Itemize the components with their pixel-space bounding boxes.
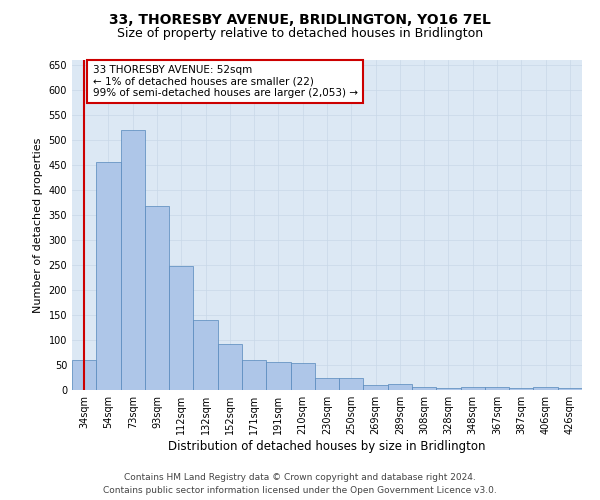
Bar [485,387,509,390]
Y-axis label: Number of detached properties: Number of detached properties [33,138,43,312]
Bar [72,360,96,390]
Text: Contains HM Land Registry data © Crown copyright and database right 2024.
Contai: Contains HM Land Registry data © Crown c… [103,474,497,495]
Text: 33, THORESBY AVENUE, BRIDLINGTON, YO16 7EL: 33, THORESBY AVENUE, BRIDLINGTON, YO16 7… [109,12,491,26]
Bar [218,344,242,390]
Bar [145,206,169,390]
Bar [266,362,290,390]
Bar [96,162,121,390]
Bar [412,386,436,390]
Bar [315,378,339,390]
Bar [461,387,485,390]
Bar [290,362,315,390]
Bar [121,130,145,390]
Bar [242,360,266,390]
Bar [339,378,364,390]
Text: 33 THORESBY AVENUE: 52sqm
← 1% of detached houses are smaller (22)
99% of semi-d: 33 THORESBY AVENUE: 52sqm ← 1% of detach… [92,65,358,98]
Text: Size of property relative to detached houses in Bridlington: Size of property relative to detached ho… [117,28,483,40]
Bar [364,385,388,390]
X-axis label: Distribution of detached houses by size in Bridlington: Distribution of detached houses by size … [168,440,486,453]
Bar [436,388,461,390]
Bar [558,388,582,390]
Bar [388,384,412,390]
Bar [509,388,533,390]
Bar [193,320,218,390]
Bar [533,387,558,390]
Bar [169,266,193,390]
